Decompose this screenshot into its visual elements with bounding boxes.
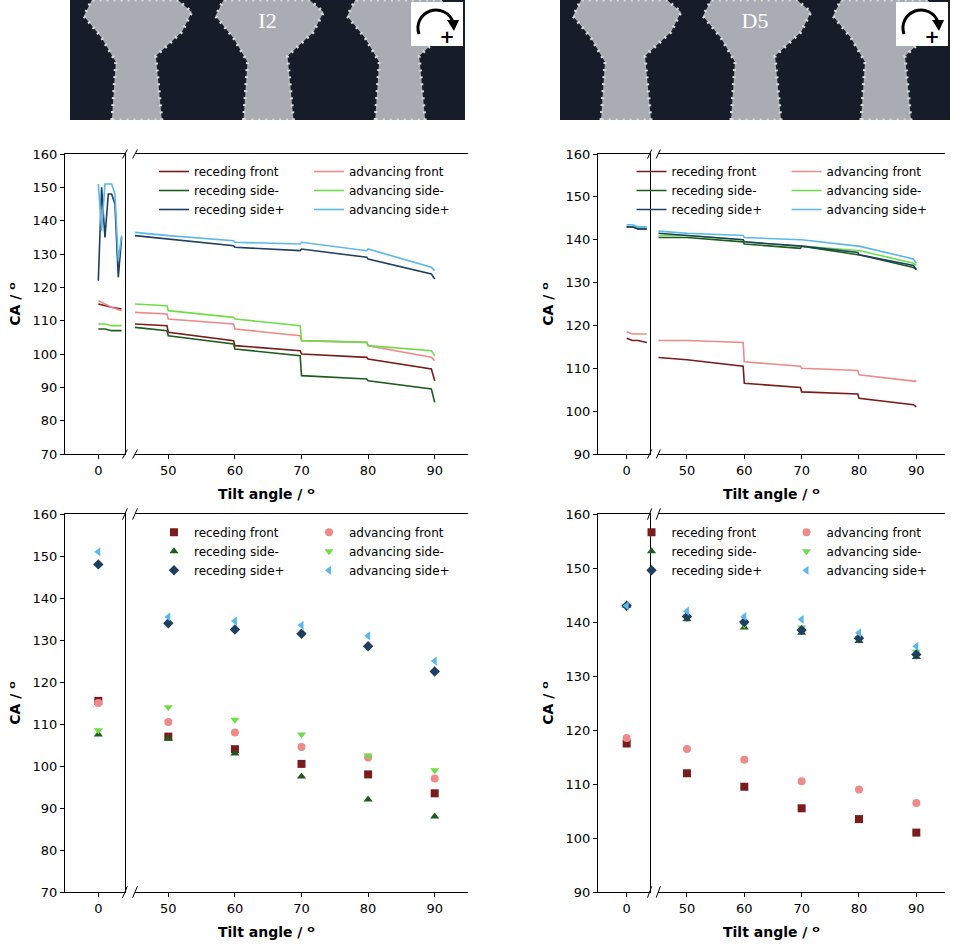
svg-text:advancing front: advancing front	[827, 526, 922, 540]
svg-text:80: 80	[851, 901, 868, 916]
svg-text:100: 100	[33, 759, 58, 774]
svg-text:50: 50	[160, 901, 177, 916]
svg-text:advancing side+: advancing side+	[827, 203, 928, 217]
svg-text:0: 0	[623, 901, 631, 916]
svg-text:80: 80	[41, 843, 58, 858]
svg-text:advancing side-: advancing side-	[827, 184, 922, 198]
svg-text:50: 50	[679, 901, 696, 916]
svg-text:0: 0	[94, 901, 102, 916]
svg-text:130: 130	[566, 275, 591, 290]
svg-text:90: 90	[574, 447, 591, 462]
svg-text:receding front: receding front	[194, 165, 279, 179]
svg-text:receding front: receding front	[194, 526, 279, 540]
svg-text:receding side+: receding side+	[194, 203, 285, 217]
svg-text:60: 60	[227, 463, 244, 478]
svg-text:130: 130	[33, 633, 58, 648]
svg-text:80: 80	[360, 901, 377, 916]
svg-text:60: 60	[736, 463, 753, 478]
svg-text:advancing side+: advancing side+	[349, 564, 450, 578]
svg-text:80: 80	[851, 463, 868, 478]
svg-text:110: 110	[33, 313, 58, 328]
svg-text:receding side-: receding side-	[672, 184, 757, 198]
svg-text:receding side-: receding side-	[194, 184, 279, 198]
svg-text:Tilt angle / ᴼ: Tilt angle / ᴼ	[723, 486, 820, 502]
svg-text:D5: D5	[742, 8, 769, 33]
svg-text:90: 90	[41, 380, 58, 395]
svg-text:advancing front: advancing front	[349, 526, 444, 540]
svg-text:110: 110	[33, 717, 58, 732]
svg-text:70: 70	[41, 885, 58, 900]
svg-text:100: 100	[566, 831, 591, 846]
svg-text:receding side-: receding side-	[672, 545, 757, 559]
svg-text:140: 140	[33, 213, 58, 228]
svg-text:130: 130	[33, 247, 58, 262]
svg-text:0: 0	[94, 463, 102, 478]
svg-text:130: 130	[566, 669, 591, 684]
svg-text:160: 160	[566, 147, 591, 162]
svg-text:Tilt angle / ᴼ: Tilt angle / ᴼ	[723, 924, 820, 940]
svg-text:60: 60	[227, 901, 244, 916]
svg-text:90: 90	[574, 885, 591, 900]
svg-text:advancing side+: advancing side+	[827, 564, 928, 578]
svg-text:CA / ᴼ: CA / ᴼ	[540, 282, 556, 326]
svg-text:+: +	[439, 26, 454, 47]
svg-text:80: 80	[360, 463, 377, 478]
svg-text:90: 90	[41, 801, 58, 816]
svg-text:140: 140	[566, 615, 591, 630]
svg-text:110: 110	[566, 777, 591, 792]
svg-text:160: 160	[33, 147, 58, 162]
svg-text:receding front: receding front	[672, 165, 757, 179]
svg-text:80: 80	[41, 413, 58, 428]
svg-text:60: 60	[736, 901, 753, 916]
svg-text:160: 160	[566, 507, 591, 522]
svg-text:0: 0	[623, 463, 631, 478]
svg-text:I2: I2	[258, 8, 276, 33]
svg-text:CA / ᴼ: CA / ᴼ	[7, 681, 23, 725]
svg-text:receding side+: receding side+	[672, 203, 763, 217]
svg-text:120: 120	[566, 318, 591, 333]
svg-text:advancing front: advancing front	[349, 165, 444, 179]
svg-text:CA / ᴼ: CA / ᴼ	[7, 282, 23, 326]
svg-text:advancing side-: advancing side-	[349, 545, 444, 559]
svg-text:receding side-: receding side-	[194, 545, 279, 559]
svg-text:90: 90	[908, 901, 925, 916]
svg-text:100: 100	[566, 404, 591, 419]
svg-text:120: 120	[33, 675, 58, 690]
svg-text:receding side+: receding side+	[194, 564, 285, 578]
svg-text:90: 90	[908, 463, 925, 478]
svg-text:70: 70	[293, 463, 310, 478]
svg-text:+: +	[924, 26, 939, 47]
svg-text:70: 70	[793, 901, 810, 916]
svg-text:70: 70	[793, 463, 810, 478]
svg-text:150: 150	[33, 549, 58, 564]
svg-text:110: 110	[566, 361, 591, 376]
svg-text:50: 50	[160, 463, 177, 478]
svg-text:receding side+: receding side+	[672, 564, 763, 578]
svg-text:advancing side-: advancing side-	[349, 184, 444, 198]
svg-text:advancing front: advancing front	[827, 165, 922, 179]
svg-text:90: 90	[426, 901, 443, 916]
svg-text:90: 90	[426, 463, 443, 478]
svg-text:120: 120	[566, 723, 591, 738]
svg-text:150: 150	[33, 180, 58, 195]
svg-text:120: 120	[33, 280, 58, 295]
svg-text:160: 160	[33, 507, 58, 522]
svg-text:Tilt angle / ᴼ: Tilt angle / ᴼ	[218, 486, 315, 502]
svg-text:CA / ᴼ: CA / ᴼ	[540, 681, 556, 725]
svg-text:70: 70	[41, 447, 58, 462]
svg-text:advancing side-: advancing side-	[827, 545, 922, 559]
svg-text:advancing side+: advancing side+	[349, 203, 450, 217]
svg-text:70: 70	[293, 901, 310, 916]
svg-text:140: 140	[33, 591, 58, 606]
svg-text:100: 100	[33, 347, 58, 362]
svg-text:Tilt angle / ᴼ: Tilt angle / ᴼ	[218, 924, 315, 940]
svg-text:140: 140	[566, 232, 591, 247]
svg-text:receding front: receding front	[672, 526, 757, 540]
svg-text:150: 150	[566, 189, 591, 204]
svg-text:150: 150	[566, 561, 591, 576]
svg-text:50: 50	[679, 463, 696, 478]
